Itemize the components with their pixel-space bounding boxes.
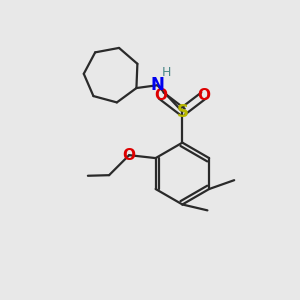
Text: O: O: [123, 148, 136, 163]
Text: S: S: [176, 103, 188, 121]
Text: O: O: [197, 88, 210, 103]
Text: O: O: [155, 88, 168, 103]
Text: N: N: [150, 76, 164, 94]
Text: H: H: [162, 66, 172, 80]
